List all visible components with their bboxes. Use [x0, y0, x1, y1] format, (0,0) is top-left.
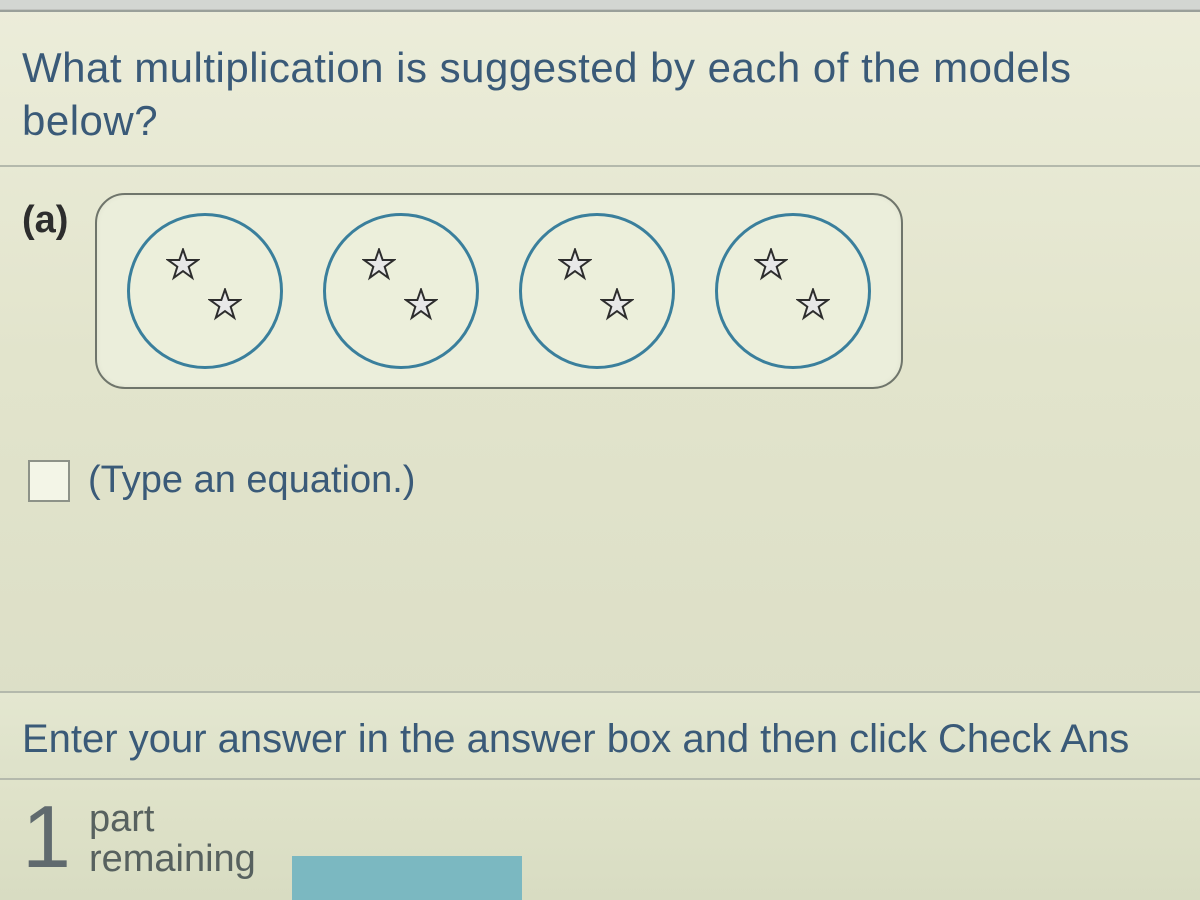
star-icon — [166, 248, 200, 282]
part-a-area: (a) — [0, 167, 1200, 399]
quiz-screen: What multiplication is suggested by each… — [0, 0, 1200, 900]
star-icon — [600, 288, 634, 322]
star-icon — [796, 288, 830, 322]
group-circle — [519, 213, 675, 369]
model-box — [95, 193, 903, 389]
group-circle — [127, 213, 283, 369]
equation-input[interactable] — [28, 460, 70, 502]
question-area: What multiplication is suggested by each… — [0, 12, 1200, 167]
group-circle — [323, 213, 479, 369]
part-label: (a) — [22, 193, 77, 242]
star-icon — [362, 248, 396, 282]
parts-label-line2: remaining — [89, 840, 256, 880]
parts-label-line1: part — [89, 800, 256, 840]
group-circle — [715, 213, 871, 369]
instruction-text: Enter your answer in the answer box and … — [0, 691, 1200, 780]
star-icon — [558, 248, 592, 282]
parts-remaining-label: part remaining — [89, 800, 256, 880]
star-icon — [754, 248, 788, 282]
answer-hint: (Type an equation.) — [88, 459, 415, 502]
progress-indicator — [292, 856, 522, 900]
star-icon — [404, 288, 438, 322]
star-icon — [208, 288, 242, 322]
answer-row: (Type an equation.) — [0, 399, 1200, 522]
question-prompt: What multiplication is suggested by each… — [22, 42, 1178, 147]
parts-remaining-count: 1 — [22, 793, 71, 887]
window-top-bar — [0, 0, 1200, 12]
footer-bar: 1 part remaining — [0, 778, 1200, 900]
